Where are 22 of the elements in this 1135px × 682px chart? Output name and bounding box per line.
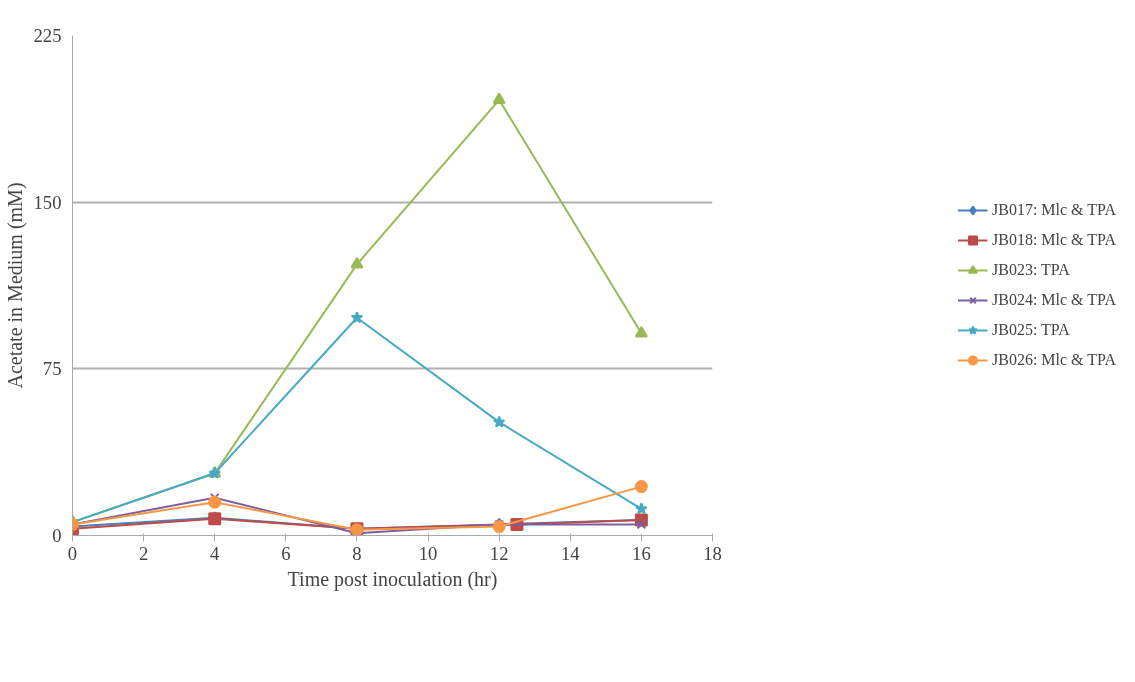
x-tick-label: 18 <box>703 542 722 564</box>
legend-label: JB017: Mlc & TPA <box>991 201 1117 219</box>
legend-label: JB023: TPA <box>991 261 1070 279</box>
legend-label: JB025: TPA <box>991 321 1070 339</box>
x-tick-label: 0 <box>67 542 78 564</box>
x-tick-label: 8 <box>352 542 362 564</box>
x-tick-label: 4 <box>210 542 221 564</box>
x-tick-label: 2 <box>138 542 149 564</box>
x-tick-label: 16 <box>632 542 651 564</box>
legend-label: JB024: Mlc & TPA <box>991 291 1117 309</box>
x-tick-label: 10 <box>418 542 438 564</box>
y-tick-label: 225 <box>33 25 62 46</box>
x-tick-label: 14 <box>560 542 581 564</box>
y-axis-title: Acetate in Medium (mM) <box>3 182 27 389</box>
x-tick-label: 6 <box>281 542 291 564</box>
y-tick-label: 150 <box>33 191 62 213</box>
y-tick-label: 0 <box>52 525 62 546</box>
legend-label: JB018: Mlc & TPA <box>991 231 1117 249</box>
legend-label: JB026: Mlc & TPA <box>991 351 1117 369</box>
x-tick-label: 12 <box>489 542 509 564</box>
x-axis-title: Time post inoculation (hr) <box>287 567 498 591</box>
y-tick-label: 75 <box>42 358 62 380</box>
